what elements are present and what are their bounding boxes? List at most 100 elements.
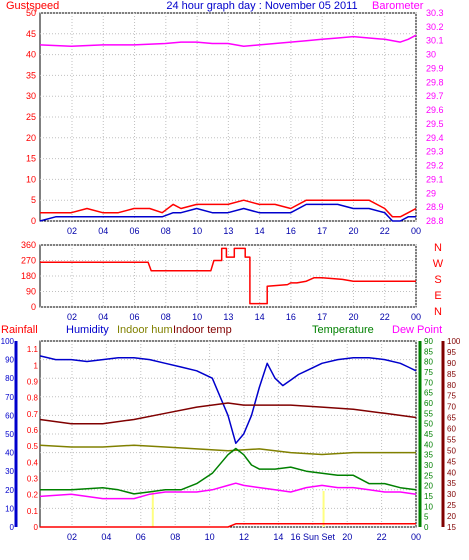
barometer-tick-label: 29.1	[426, 174, 444, 184]
temp-panel-x-tick-label: 08	[170, 532, 180, 542]
temperature-tick-label: 20	[424, 482, 433, 491]
rainfall-line	[40, 523, 416, 528]
wind-line	[39, 203, 416, 222]
barometer-tick-label: 29.2	[426, 161, 444, 171]
gustspeed-tick-label: 40	[26, 50, 36, 60]
dew-point-tick-label: 70	[447, 403, 456, 412]
compass-label: N	[434, 242, 442, 254]
direction-panel-x-tick-label: 13	[223, 312, 233, 322]
dew-point-tick-label: 100	[447, 337, 461, 346]
indoor-hum-label: Indoor hum	[117, 324, 173, 336]
barometer-tick-label: 30.2	[426, 22, 444, 32]
humidity-tick-label: 0	[10, 523, 15, 532]
direction-panel-x-tick-label: 06	[130, 312, 140, 322]
barometer-tick-label: 29.8	[426, 77, 444, 87]
gustspeed-label: Gustspeed	[6, 0, 59, 12]
dew-point-tick-label: 60	[447, 425, 456, 434]
wind-panel-x-tick-label: 00	[411, 226, 421, 236]
barometer-tick-label: 28.9	[426, 202, 444, 212]
gust-line	[40, 199, 417, 218]
compass-label: W	[433, 258, 444, 270]
indoor-hum-line	[39, 444, 416, 456]
direction-panel-x-tick-label: 10	[192, 312, 202, 322]
barometer-tick-label: 28.8	[426, 216, 444, 226]
humidity-line	[39, 355, 417, 445]
direction-tick-label: 270	[21, 256, 36, 266]
direction-panel-x-tick-label: 00	[411, 312, 421, 322]
temperature-tick-label: 80	[424, 358, 433, 367]
rainfall-tick-label: 0.7	[27, 410, 39, 419]
temperature-label: Temperature	[312, 324, 374, 336]
temperature-tick-label: 85	[424, 347, 433, 356]
wind-panel-x-tick-label: 04	[98, 226, 108, 236]
temperature-tick-label: 10	[424, 502, 433, 511]
temperature-tick-label: 40	[424, 440, 433, 449]
temp-panel-frame	[39, 340, 417, 528]
compass-label: E	[434, 290, 441, 302]
wind-panel-x-tick-label: 06	[130, 226, 140, 236]
temperature-tick-label: 45	[424, 430, 433, 439]
humidity-tick-label: 60	[5, 411, 14, 420]
graph-title: 24 hour graph day : November 05 2011	[166, 0, 357, 12]
barometer-tick-label: 29.6	[426, 105, 444, 115]
dew-point-tick-label: 45	[447, 457, 456, 466]
temperature-tick-label: 25	[424, 471, 433, 480]
rainfall-tick-label: 0	[34, 523, 39, 532]
indoor-temp-line	[39, 402, 417, 425]
direction-tick-label: 90	[26, 287, 36, 297]
temperature-tick-label: 50	[424, 420, 433, 429]
panels: 0510152025303540455028.828.92929.129.229…	[1, 8, 461, 542]
barometer-tick-label: 30	[426, 50, 436, 60]
dew-point-tick-label: 30	[447, 490, 456, 499]
dew-point-tick-label: 80	[447, 381, 456, 390]
temperature-tick-label: 55	[424, 409, 433, 418]
humidity-tick-label: 50	[5, 430, 14, 439]
dew-point-tick-label: 25	[447, 501, 456, 510]
wind-panel-x-tick-label: 10	[192, 226, 202, 236]
barometer-tick-label: 29	[426, 188, 436, 198]
barometer-tick-label: 29.5	[426, 119, 444, 129]
direction-tick-label: 180	[21, 271, 36, 281]
gustspeed-tick-label: 10	[26, 174, 36, 184]
temp-panel-x-tick-label: 20	[342, 532, 352, 542]
barometer-tick-label: 29.7	[426, 91, 444, 101]
humidity-tick-label: 70	[5, 393, 14, 402]
direction-panel-x-tick-label: 16	[286, 312, 296, 322]
temperature-tick-label: 75	[424, 368, 433, 377]
temperature-tick-label: 5	[424, 513, 429, 522]
rainfall-tick-label: 0.5	[27, 442, 39, 451]
humidity-tick-label: 40	[5, 449, 14, 458]
gustspeed-tick-label: 50	[26, 8, 36, 18]
temp-panel-x-tick-label: 22	[377, 532, 387, 542]
rainfall-tick-label: 1.1	[27, 345, 39, 354]
rainfall-label: Rainfall	[1, 324, 38, 336]
temp-panel-x-tick-label: 12	[239, 532, 249, 542]
humidity-tick-label: 20	[5, 486, 14, 495]
rainfall-tick-label: 0.4	[27, 458, 39, 467]
dew-point-tick-label: 50	[447, 446, 456, 455]
direction-panel-x-tick-label: 17	[317, 312, 327, 322]
gustspeed-tick-label: 45	[26, 29, 36, 39]
wind-panel-x-tick-label: 20	[348, 226, 358, 236]
temperature-tick-label: 0	[424, 523, 429, 532]
rainfall-tick-label: 1	[34, 361, 39, 370]
humidity-tick-label: 80	[5, 374, 14, 383]
dew-point-tick-label: 85	[447, 370, 456, 379]
direction-tick-label: 360	[21, 240, 36, 250]
dew-point-tick-label: 55	[447, 435, 456, 444]
compass-label: S	[434, 274, 441, 286]
temp-panel-x-tick-label: 16 Sun Set	[291, 532, 336, 542]
barometer-tick-label: 29.3	[426, 147, 444, 157]
dew-point-tick-label: 65	[447, 414, 456, 423]
temperature-tick-label: 60	[424, 399, 433, 408]
temperature-tick-label: 15	[424, 492, 433, 501]
rainfall-tick-label: 0.8	[27, 394, 39, 403]
compass-label: N	[434, 306, 442, 318]
temp-panel-x-tick-label: 00	[411, 532, 421, 542]
temp-panel-x-tick-label: 02	[67, 532, 77, 542]
temp-panel-x-tick-label: 10	[205, 532, 215, 542]
temp-panel-x-tick-label: 06	[136, 532, 146, 542]
direction-panel-x-tick-label: 14	[255, 312, 265, 322]
rainfall-tick-label: 0.2	[27, 491, 39, 500]
rainfall-tick-label: 0.3	[27, 474, 39, 483]
